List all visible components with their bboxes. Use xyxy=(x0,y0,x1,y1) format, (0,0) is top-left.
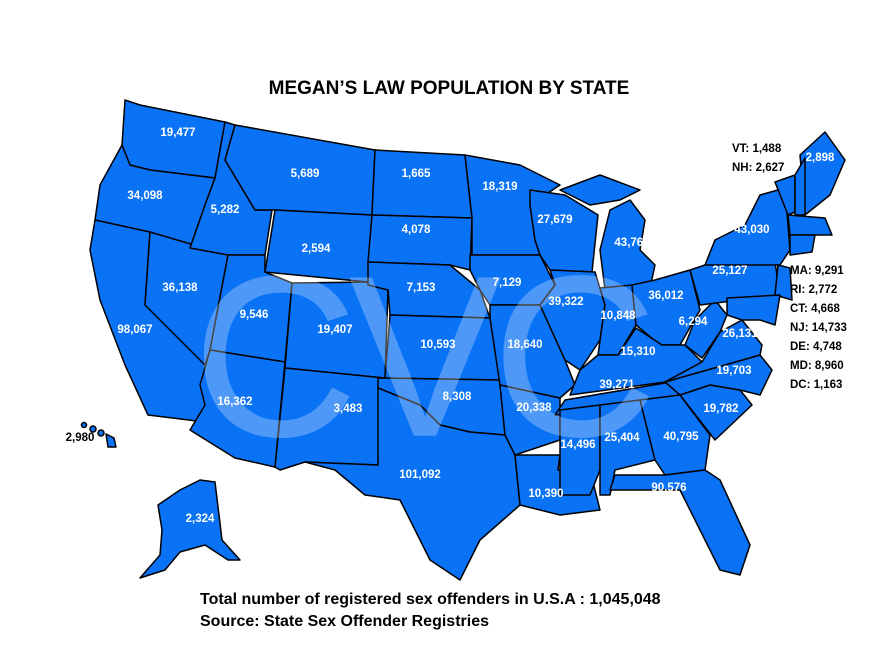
state-label: 10,848 xyxy=(600,310,636,322)
state-label: 90,576 xyxy=(651,482,686,494)
small-state-label: CT: 4,668 xyxy=(790,303,840,315)
state-label: 101,092 xyxy=(399,469,441,481)
source: Source: State Sex Offender Registries xyxy=(200,613,489,630)
state-label: 4,078 xyxy=(402,224,431,236)
state xyxy=(367,214,473,271)
state-label: 43,769 xyxy=(614,237,649,249)
state xyxy=(569,327,703,396)
state-label: 5,282 xyxy=(211,204,240,216)
state-label: 2,898 xyxy=(806,152,835,164)
state-label: 3,483 xyxy=(334,403,363,415)
state-label: 1,665 xyxy=(402,168,431,180)
state-label: 7,129 xyxy=(493,277,522,289)
state xyxy=(499,384,561,456)
state-label: 36,012 xyxy=(648,290,683,302)
small-state-label: NJ: 14,733 xyxy=(790,322,847,334)
state xyxy=(631,269,701,346)
state-label: 34,098 xyxy=(127,190,163,202)
state-label: 10,593 xyxy=(420,339,455,351)
state xyxy=(371,149,473,219)
small-state-label: VT: 1,488 xyxy=(732,143,782,155)
state-label: 15,310 xyxy=(620,346,655,358)
state xyxy=(726,294,781,326)
state-label: 16,362 xyxy=(217,396,252,408)
total: Total number of registered sex offenders… xyxy=(200,591,661,608)
state xyxy=(794,157,806,216)
small-state-label: DE: 4,748 xyxy=(790,341,842,353)
state xyxy=(139,479,241,579)
small-state-label: RI: 2,772 xyxy=(790,284,837,296)
state-label: 6,294 xyxy=(679,316,708,328)
state-label: 2,324 xyxy=(186,513,215,525)
state-label: 14,496 xyxy=(560,439,595,451)
state xyxy=(609,469,751,576)
state-label: 5,689 xyxy=(291,168,320,180)
state-label: 19,407 xyxy=(317,324,352,336)
state-label: 39,322 xyxy=(548,296,583,308)
state xyxy=(284,281,389,379)
state xyxy=(787,214,833,236)
state xyxy=(704,187,791,266)
watermark: CVC xyxy=(192,228,650,485)
state-label: 98,067 xyxy=(117,324,152,336)
state xyxy=(774,264,793,301)
state-label: 25,127 xyxy=(712,265,747,277)
state-label: 9,546 xyxy=(240,309,269,321)
small-state-label: MD: 8,960 xyxy=(790,360,844,372)
hawaii xyxy=(80,421,117,448)
state-label: 10,390 xyxy=(528,488,563,500)
state-label: 36,138 xyxy=(162,282,198,294)
state-label: 8,308 xyxy=(443,391,472,403)
state-label: 19,703 xyxy=(716,365,751,377)
state-label: 39,271 xyxy=(599,379,635,391)
labels: 19,477 34,098 5,282 5,689 1,665 18,319 27,679 4… xyxy=(66,127,847,525)
state xyxy=(559,174,641,206)
state-label: 19,477 xyxy=(160,127,195,139)
state-label: 18,640 xyxy=(507,339,542,351)
state xyxy=(664,354,773,396)
state-label: 2,594 xyxy=(302,243,331,255)
state-label: 18,319 xyxy=(482,181,517,193)
state-label: 20,338 xyxy=(516,402,552,414)
map-title: MEGAN’S LAW POPULATION BY STATE xyxy=(269,78,630,99)
state-label: 43,030 xyxy=(734,224,769,236)
state-label: 25,404 xyxy=(604,432,640,444)
small-state-label: DC: 1,163 xyxy=(790,379,842,391)
state xyxy=(599,199,656,291)
small-state-label: MA: 9,291 xyxy=(790,265,844,277)
state-label: 2,980 xyxy=(66,432,95,444)
state xyxy=(789,234,816,256)
state-label: 27,679 xyxy=(537,214,572,226)
state-label: 19,782 xyxy=(703,403,738,415)
state xyxy=(799,131,846,216)
state xyxy=(304,387,521,581)
states xyxy=(80,99,846,581)
state-label: 7,153 xyxy=(407,282,436,294)
state-label: 40,795 xyxy=(663,431,699,443)
small-state-label: NH: 2,627 xyxy=(732,162,784,174)
state-label: 26,131 xyxy=(722,328,758,340)
